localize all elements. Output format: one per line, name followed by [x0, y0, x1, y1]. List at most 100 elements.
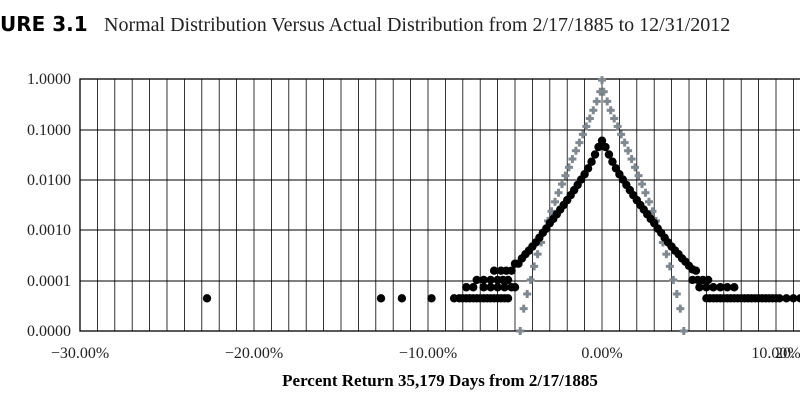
- normal-point: [523, 289, 532, 298]
- actual-point: [462, 283, 471, 292]
- normal-point: [598, 76, 606, 85]
- normal-point: [665, 262, 674, 271]
- normal-point: [589, 106, 598, 115]
- normal-point: [631, 163, 640, 172]
- grid: [79, 78, 800, 332]
- actual-point: [493, 283, 502, 292]
- actual-point: [479, 275, 488, 285]
- normal-point: [669, 275, 678, 284]
- normal-point: [557, 180, 566, 189]
- y-tick-label: 1.0000: [27, 71, 71, 88]
- normal-point: [561, 171, 570, 180]
- actual-point: [397, 294, 407, 303]
- normal-point: [662, 250, 671, 259]
- actual-point: [507, 266, 516, 275]
- normal-point: [599, 87, 608, 96]
- y-tick-label: 0.0010: [27, 222, 71, 239]
- actual-point: [597, 136, 607, 145]
- actual-point: [608, 157, 617, 166]
- normal-point: [627, 155, 636, 164]
- normal-point: [582, 122, 591, 131]
- y-tick-label: 0.1000: [27, 122, 71, 139]
- normal-point: [516, 327, 525, 335]
- actual-point: [486, 275, 495, 285]
- normal-point: [578, 130, 587, 139]
- actual-point: [503, 275, 513, 285]
- plot-frame: [79, 78, 800, 332]
- normal-point: [603, 97, 612, 106]
- actual-point: [702, 283, 711, 292]
- normal-point: [641, 188, 650, 197]
- actual-point: [472, 275, 481, 285]
- actual-point: [500, 283, 509, 292]
- x-tick-label: 10.00%: [751, 345, 800, 362]
- normal-point: [610, 114, 619, 123]
- actual-point: [503, 294, 513, 303]
- actual-point: [709, 283, 718, 292]
- normal-point: [564, 163, 573, 172]
- normal-point: [676, 304, 685, 313]
- x-tick-label: −20.00%: [225, 345, 283, 362]
- actual-point: [479, 283, 488, 292]
- x-axis-ticks: −30.00% −20.00% −10.00% 0.00% 10.00%20.: [51, 345, 800, 362]
- chart-title: Normal Distribution Versus Actual Distri…: [104, 14, 731, 36]
- actual-point: [782, 294, 791, 303]
- normal-point: [592, 97, 601, 106]
- actual-point: [789, 294, 798, 303]
- normal-point: [526, 275, 535, 284]
- normal-distribution-series: [516, 76, 688, 335]
- actual-point: [489, 266, 499, 275]
- actual-point: [486, 283, 495, 292]
- actual-point: [716, 283, 725, 292]
- normal-point: [679, 327, 688, 335]
- normal-point: [634, 171, 643, 180]
- normal-point: [551, 197, 560, 206]
- actual-point: [703, 275, 713, 285]
- actual-distribution-series: [202, 136, 800, 303]
- actual-point: [510, 283, 520, 292]
- x-tick-label: 0.00%: [581, 345, 622, 362]
- normal-point: [672, 289, 681, 298]
- normal-point: [620, 138, 629, 147]
- actual-point: [583, 164, 593, 173]
- actual-point: [590, 150, 600, 159]
- normal-point: [575, 138, 584, 147]
- normal-point: [617, 130, 626, 139]
- normal-point: [624, 146, 633, 155]
- actual-point: [376, 294, 386, 303]
- actual-point: [202, 294, 212, 303]
- actual-point: [601, 142, 610, 152]
- normal-point: [519, 304, 528, 313]
- actual-point: [695, 283, 704, 292]
- actual-point: [587, 157, 596, 166]
- actual-point: [723, 283, 732, 292]
- actual-point: [775, 294, 784, 303]
- actual-point: [469, 283, 478, 292]
- normal-point: [530, 262, 539, 271]
- y-tick-label: 0.0100: [27, 172, 71, 189]
- normal-point: [606, 106, 615, 115]
- y-tick-label: 0.0001: [27, 273, 71, 290]
- normal-point: [568, 155, 577, 164]
- normal-point: [571, 146, 580, 155]
- normal-point: [613, 122, 622, 131]
- x-axis-label: Percent Return 35,179 Days from 2/17/188…: [282, 371, 598, 390]
- actual-point: [594, 142, 603, 152]
- actual-point: [427, 294, 436, 303]
- actual-point: [730, 283, 739, 292]
- x-tick-label: −10.00%: [399, 345, 457, 362]
- normal-point: [554, 188, 563, 197]
- normal-point: [585, 114, 594, 123]
- figure-label: URE 3.1: [0, 12, 88, 36]
- normal-point: [638, 180, 647, 189]
- y-tick-label: 0.0000: [27, 323, 71, 340]
- actual-point: [691, 266, 701, 275]
- normal-point: [644, 197, 653, 206]
- x-tick-label: −30.00%: [51, 345, 109, 362]
- x-tick-label: 20.: [775, 345, 795, 362]
- actual-point: [604, 150, 614, 159]
- normal-point: [533, 250, 542, 259]
- actual-point: [796, 294, 800, 303]
